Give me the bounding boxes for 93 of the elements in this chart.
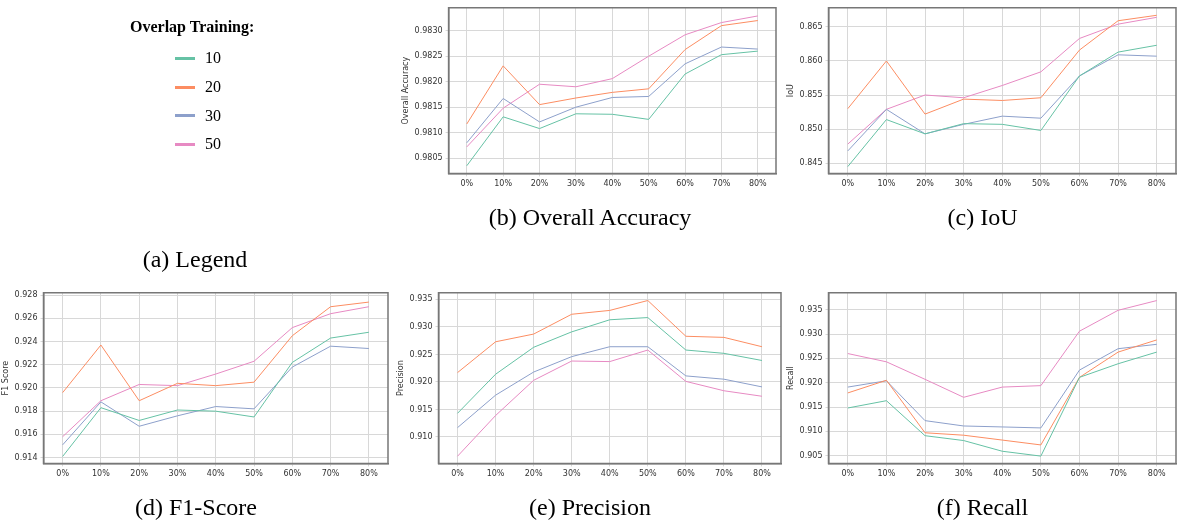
x-tick-label: 30% [562,469,581,479]
x-tick-label: 30% [567,179,586,189]
x-tick-label: 60% [1070,179,1089,189]
y-tick-label: 0.915 [799,402,823,412]
y-axis-title: Overall Accuracy [400,56,410,125]
y-tick-label: 0.860 [799,56,823,66]
y-tick-label: 0.9830 [414,25,443,35]
y-tick-label: 0.850 [799,124,823,134]
x-tick-label: 80% [1147,469,1166,479]
x-tick-label: 60% [676,179,695,189]
x-tick-label: 30% [954,469,973,479]
y-axis-title: IoU [785,83,795,98]
x-tick-label: 0% [56,469,70,479]
y-tick-label: 0.9825 [414,51,443,61]
x-tick-label: 20% [524,469,543,479]
x-tick-label: 40% [993,469,1012,479]
y-tick-label: 0.918 [14,406,38,416]
y-tick-label: 0.925 [799,353,823,363]
x-tick-label: 20% [916,179,935,189]
y-tick-label: 0.928 [14,290,38,300]
x-tick-label: 70% [1109,179,1128,189]
x-tick-label: 0% [841,469,855,479]
legend-label: 10 [205,49,221,68]
y-tick-label: 0.9820 [414,76,443,86]
x-tick-label: 60% [283,469,302,479]
x-tick-label: 70% [1109,469,1128,479]
y-tick-label: 0.910 [799,426,823,436]
legend-label: 30 [205,106,221,125]
x-tick-label: 20% [130,469,149,479]
x-tick-label: 70% [712,179,731,189]
y-tick-label: 0.9815 [414,102,443,112]
text: (c) IoU [946,204,1019,231]
x-tick-label: 50% [639,179,658,189]
y-tick-label: 0.916 [14,429,38,439]
x-tick-label: 70% [715,469,734,479]
legend-title: Overlap Training: [130,18,256,36]
y-tick-label: 0.915 [409,404,433,414]
x-tick-label: 40% [206,469,226,479]
y-tick-label: 0.925 [409,349,433,359]
x-tick-label: 60% [1070,469,1089,479]
y-tick-label: 0.935 [409,294,433,304]
legend-label: 50 [205,135,221,154]
y-tick-label: 0.930 [799,329,823,339]
x-tick-label: 80% [359,469,379,479]
y-axis-title: Recall [785,366,795,391]
x-tick-label: 0% [451,469,465,479]
x-tick-label: 0% [460,179,474,189]
y-tick-label: 0.922 [14,359,38,369]
x-tick-label: 20% [530,179,549,189]
y-axis-title: F1 Score [0,360,10,396]
x-tick-label: 30% [168,469,187,479]
text: (d) F1-Score [134,494,258,521]
x-tick-label: 10% [877,179,896,189]
y-tick-label: 0.920 [14,383,38,393]
x-tick-label: 60% [676,469,696,479]
y-tick-label: 0.855 [799,90,823,100]
x-tick-label: 30% [954,179,973,189]
text: (f) Recall [935,494,1030,521]
x-tick-label: 40% [603,179,622,189]
y-tick-label: 0.935 [799,304,823,314]
x-tick-label: 40% [993,179,1012,189]
y-tick-label: 0.924 [14,336,38,346]
x-tick-label: 80% [753,469,772,479]
x-tick-label: 10% [486,469,505,479]
x-tick-label: 80% [748,179,768,189]
x-tick-label: 50% [1031,179,1051,189]
x-tick-label: 20% [916,469,935,479]
y-axis-title: Precision [395,360,405,396]
y-tick-label: 0.905 [799,450,823,460]
y-tick-label: 0.865 [799,21,823,31]
x-tick-label: 80% [1147,179,1166,189]
x-tick-label: 10% [92,469,111,479]
y-tick-label: 0.920 [409,377,433,387]
x-tick-label: 70% [321,469,340,479]
x-tick-label: 50% [638,469,658,479]
x-tick-label: 0% [841,179,855,189]
y-tick-label: 0.926 [14,313,38,323]
y-tick-label: 0.845 [799,158,823,168]
y-tick-label: 0.914 [14,452,38,462]
x-tick-label: 40% [600,469,620,479]
x-tick-label: 10% [877,469,896,479]
x-tick-label: 50% [245,469,264,479]
y-tick-label: 0.920 [799,377,823,387]
y-tick-label: 0.910 [409,432,433,442]
legend-label: 20 [205,78,221,97]
text: (a) Legend [141,246,249,273]
text: (e) Precision [528,494,652,521]
y-tick-label: 0.930 [409,322,433,331]
text: (b) Overall Accuracy [487,204,693,231]
x-tick-label: 50% [1031,469,1051,479]
y-tick-label: 0.9810 [414,127,443,137]
x-tick-label: 10% [494,179,513,189]
y-tick-label: 0.9805 [414,153,443,163]
